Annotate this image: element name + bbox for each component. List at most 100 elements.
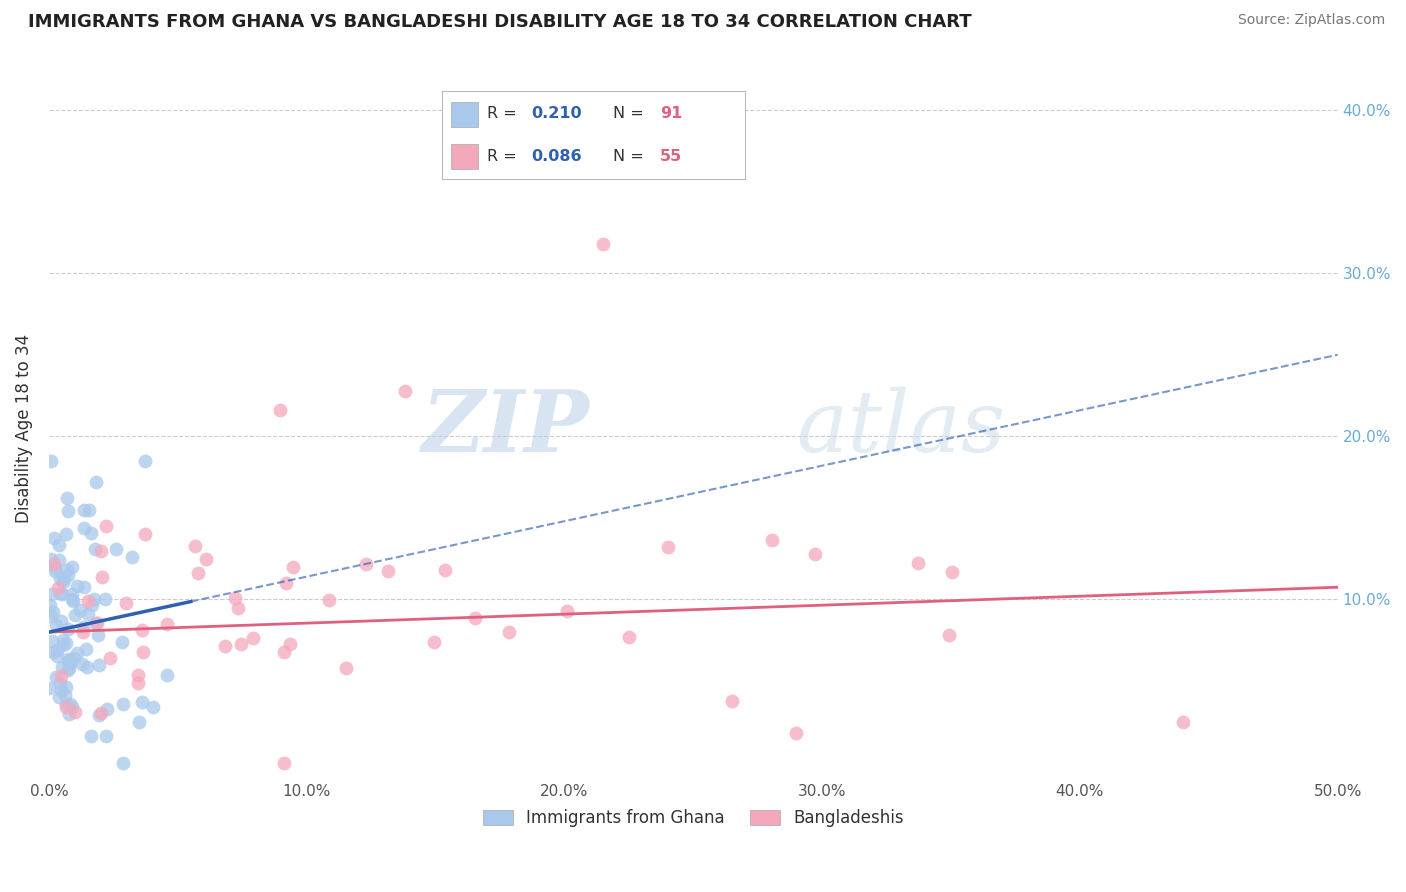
Point [131, 645, 153, 659]
Point [335, 661, 357, 675]
Point [394, 384, 416, 398]
Point [273, 756, 295, 770]
Point [48, 553, 70, 567]
Point [111, 635, 134, 649]
Point [39, 551, 62, 566]
Legend: Immigrants from Ghana, Bangladeshis: Immigrants from Ghana, Bangladeshis [477, 803, 911, 834]
Point [41, 634, 63, 648]
Point [80, 599, 103, 613]
Point [941, 566, 963, 580]
Point [66, 579, 89, 593]
Point [156, 667, 179, 681]
Point [73, 580, 96, 594]
Point [464, 611, 486, 625]
Point [73, 521, 96, 535]
Point [70, 657, 93, 671]
Point [44, 561, 66, 575]
Point [115, 596, 138, 610]
Point [96, 519, 118, 533]
Point [56, 563, 79, 577]
Point [55, 697, 77, 711]
Point [94, 729, 117, 743]
Point [77, 502, 100, 516]
Point [127, 667, 149, 681]
Point [224, 591, 246, 605]
Point [51, 669, 73, 683]
Point [94, 592, 117, 607]
Point [134, 527, 156, 541]
Point [226, 601, 249, 615]
Point [112, 698, 135, 712]
Point [46, 643, 69, 657]
Point [90, 570, 112, 584]
Point [907, 556, 929, 570]
Point [100, 650, 122, 665]
Point [42, 605, 65, 619]
Point [65, 608, 87, 623]
Point [274, 576, 297, 591]
Point [55, 700, 77, 714]
Point [49, 614, 72, 628]
Point [804, 548, 827, 562]
Point [60, 592, 83, 607]
Point [56, 652, 79, 666]
Point [90, 544, 112, 558]
Point [39, 587, 62, 601]
Point [60, 560, 83, 574]
Point [281, 560, 304, 574]
Point [39, 609, 62, 624]
Point [87, 627, 110, 641]
Point [56, 503, 79, 517]
Point [128, 715, 150, 730]
Point [80, 729, 103, 743]
Point [318, 592, 340, 607]
Point [60, 587, 83, 601]
Point [49, 682, 72, 697]
Point [55, 636, 77, 650]
Point [56, 664, 79, 678]
Point [62, 650, 84, 665]
Point [134, 453, 156, 467]
Point [58, 661, 80, 675]
Point [619, 630, 641, 644]
Point [44, 557, 66, 571]
Point [52, 573, 75, 587]
Point [84, 615, 107, 630]
Point [761, 533, 783, 547]
Point [49, 676, 72, 690]
Point [229, 638, 252, 652]
Text: atlas: atlas [796, 387, 1005, 469]
Point [51, 660, 73, 674]
Point [52, 574, 75, 589]
Point [89, 707, 111, 722]
Point [131, 623, 153, 637]
Point [59, 653, 82, 667]
Point [55, 680, 77, 694]
Point [422, 635, 444, 649]
Point [48, 690, 70, 705]
Point [52, 632, 75, 647]
Point [127, 676, 149, 690]
Point [55, 688, 77, 702]
Point [142, 700, 165, 714]
Point [278, 637, 301, 651]
Point [356, 557, 378, 571]
Point [84, 541, 107, 556]
Point [66, 647, 89, 661]
Point [58, 654, 80, 668]
Point [96, 702, 118, 716]
Point [45, 618, 67, 632]
Point [214, 639, 236, 653]
Point [273, 645, 295, 659]
Point [498, 624, 520, 639]
Point [58, 622, 80, 636]
Text: Source: ZipAtlas.com: Source: ZipAtlas.com [1237, 13, 1385, 28]
Point [49, 571, 72, 585]
Point [77, 607, 100, 621]
Point [83, 591, 105, 606]
Point [75, 641, 97, 656]
Point [121, 550, 143, 565]
Point [65, 705, 87, 719]
Point [59, 656, 82, 670]
Point [1171, 714, 1194, 729]
